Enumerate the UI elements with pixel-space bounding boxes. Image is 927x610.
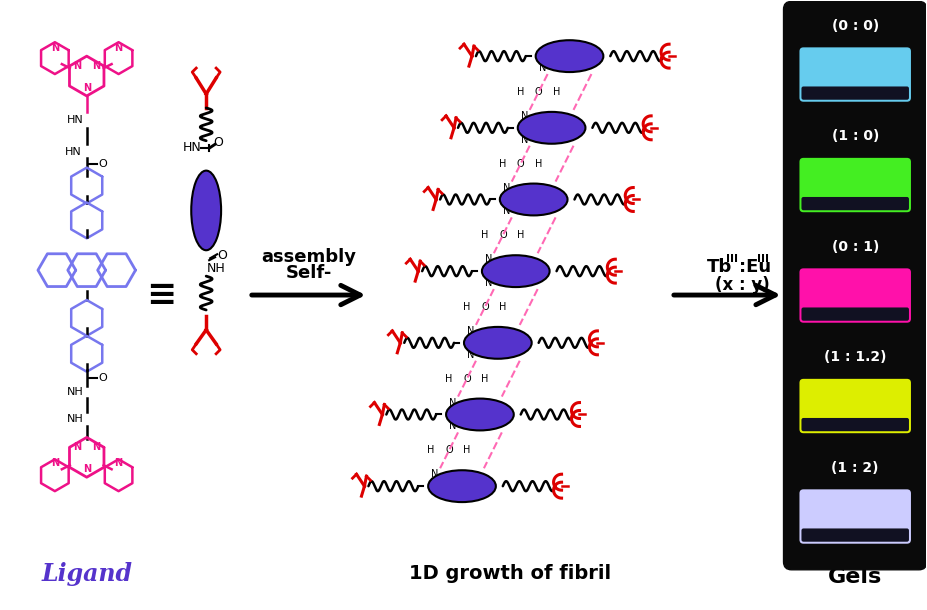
FancyBboxPatch shape — [798, 489, 910, 544]
Text: N: N — [467, 326, 474, 336]
Ellipse shape — [446, 398, 514, 431]
Text: N: N — [502, 182, 510, 193]
Text: N: N — [93, 442, 101, 453]
Text: O: O — [445, 445, 452, 455]
Text: N: N — [520, 135, 527, 145]
Text: Self-: Self- — [286, 264, 332, 282]
Text: HN: HN — [64, 146, 81, 157]
Text: (x : y): (x : y) — [714, 276, 768, 294]
Text: O: O — [534, 87, 542, 97]
Text: N: N — [114, 43, 122, 53]
Ellipse shape — [464, 327, 531, 359]
FancyBboxPatch shape — [801, 528, 908, 542]
Text: N: N — [502, 206, 510, 217]
FancyBboxPatch shape — [801, 87, 908, 100]
Text: H: H — [516, 231, 524, 240]
Text: N: N — [114, 458, 122, 468]
Text: N: N — [83, 464, 91, 474]
Text: H: H — [481, 231, 488, 240]
Text: HN: HN — [67, 115, 83, 125]
Text: H: H — [463, 302, 470, 312]
Text: O: O — [480, 302, 489, 312]
Ellipse shape — [427, 470, 495, 502]
Text: N: N — [431, 469, 438, 479]
Text: N: N — [72, 442, 81, 453]
Text: O: O — [98, 159, 107, 168]
Text: H: H — [534, 159, 541, 168]
FancyBboxPatch shape — [801, 307, 908, 321]
Text: H: H — [516, 87, 524, 97]
Text: (1 : 1.2): (1 : 1.2) — [823, 350, 885, 364]
Text: Tb: Tb — [706, 258, 731, 276]
Text: H: H — [552, 87, 560, 97]
Text: O: O — [213, 136, 222, 149]
Text: N: N — [520, 111, 527, 121]
Text: 1D growth of fibril: 1D growth of fibril — [408, 564, 610, 583]
Text: O: O — [463, 374, 470, 384]
Text: HN: HN — [183, 142, 201, 154]
Text: Gels: Gels — [827, 567, 882, 587]
Text: O: O — [217, 249, 227, 262]
Text: N: N — [539, 63, 546, 73]
FancyBboxPatch shape — [798, 268, 910, 323]
FancyBboxPatch shape — [782, 1, 926, 570]
FancyBboxPatch shape — [801, 197, 908, 210]
Ellipse shape — [500, 184, 567, 215]
Text: III: III — [756, 254, 768, 264]
Text: H: H — [499, 159, 506, 168]
Text: (1 : 2): (1 : 2) — [831, 461, 878, 475]
Text: N: N — [51, 43, 59, 53]
Text: (1 : 0): (1 : 0) — [831, 129, 878, 143]
Text: ≡: ≡ — [146, 278, 176, 312]
Text: assembly: assembly — [260, 248, 356, 266]
Text: N: N — [467, 350, 474, 360]
Text: NH: NH — [67, 414, 83, 425]
Ellipse shape — [191, 171, 221, 250]
Ellipse shape — [517, 112, 585, 144]
FancyBboxPatch shape — [798, 48, 910, 102]
FancyBboxPatch shape — [801, 418, 908, 431]
Ellipse shape — [481, 255, 549, 287]
Text: H: H — [445, 374, 452, 384]
FancyBboxPatch shape — [798, 158, 910, 212]
Text: (0 : 1): (0 : 1) — [831, 240, 878, 254]
Text: (0 : 0): (0 : 0) — [831, 19, 878, 33]
Text: O: O — [98, 373, 107, 382]
Text: H: H — [499, 302, 506, 312]
Text: N: N — [72, 61, 81, 71]
Text: Ligand: Ligand — [41, 562, 132, 586]
Text: N: N — [449, 398, 456, 407]
Text: N: N — [485, 278, 492, 288]
Text: NH: NH — [67, 387, 83, 396]
Text: :Eu: :Eu — [739, 258, 770, 276]
Text: H: H — [481, 374, 488, 384]
Text: O: O — [499, 231, 506, 240]
Text: III: III — [726, 254, 738, 264]
Text: N: N — [449, 422, 456, 431]
Text: H: H — [463, 445, 470, 455]
Text: N: N — [93, 61, 101, 71]
Text: NH: NH — [207, 262, 225, 274]
Text: N: N — [51, 458, 59, 468]
Ellipse shape — [535, 40, 603, 72]
Text: N: N — [485, 254, 492, 264]
Text: N: N — [83, 83, 91, 93]
FancyBboxPatch shape — [798, 379, 910, 433]
Text: H: H — [427, 445, 435, 455]
Text: O: O — [516, 159, 524, 168]
